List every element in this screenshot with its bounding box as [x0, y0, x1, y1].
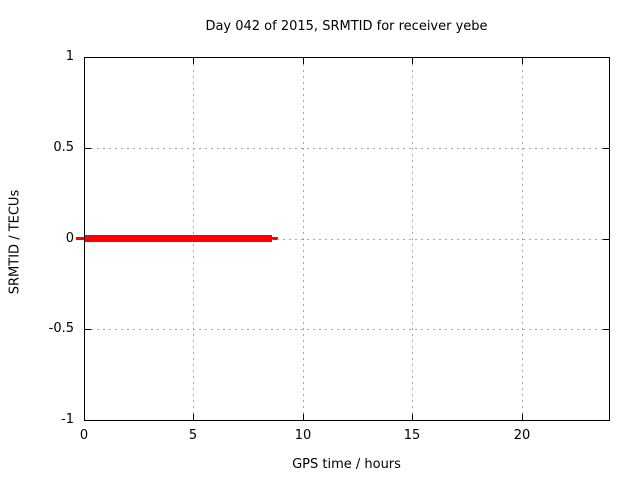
y-tick-label: 0: [65, 231, 74, 246]
tick-mark-x-top: [193, 58, 194, 64]
tick-mark-x-top: [412, 58, 413, 64]
gridline-vertical: [303, 58, 304, 419]
x-tick-label: 20: [513, 428, 531, 443]
y-tick-label: 0.5: [53, 140, 74, 155]
y-tick-label: -0.5: [48, 321, 74, 336]
data-series-line: [85, 235, 272, 242]
x-axis-title: GPS time / hours: [292, 457, 401, 472]
tick-mark-x-bottom: [193, 414, 194, 420]
x-tick-label: 0: [79, 428, 89, 443]
tick-mark-x-bottom: [522, 414, 523, 420]
tick-mark-y-left: [85, 148, 91, 149]
tick-mark-x-bottom: [412, 414, 413, 420]
x-tick-label: 10: [294, 428, 312, 443]
gridline-vertical: [412, 58, 413, 419]
chart-title: Day 042 of 2015, SRMTID for receiver yeb…: [205, 19, 488, 34]
gridline-horizontal: [85, 148, 608, 149]
x-tick-label: 15: [403, 428, 421, 443]
tick-mark-y-left: [85, 329, 91, 330]
tick-mark-x-bottom: [303, 414, 304, 420]
tick-mark-x-top: [522, 58, 523, 64]
y-tick-label: 1: [65, 49, 74, 64]
tick-mark-y-right: [603, 148, 609, 149]
x-tick-label: 5: [188, 428, 198, 443]
tick-mark-x-top: [303, 58, 304, 64]
gridline-horizontal: [85, 329, 608, 330]
gridline-horizontal: [85, 239, 608, 240]
gridline-vertical: [522, 58, 523, 419]
y-tick-label: -1: [61, 412, 74, 427]
tick-mark-y-right: [603, 239, 609, 240]
tick-mark-y-right: [603, 329, 609, 330]
plot-area: [84, 57, 610, 421]
